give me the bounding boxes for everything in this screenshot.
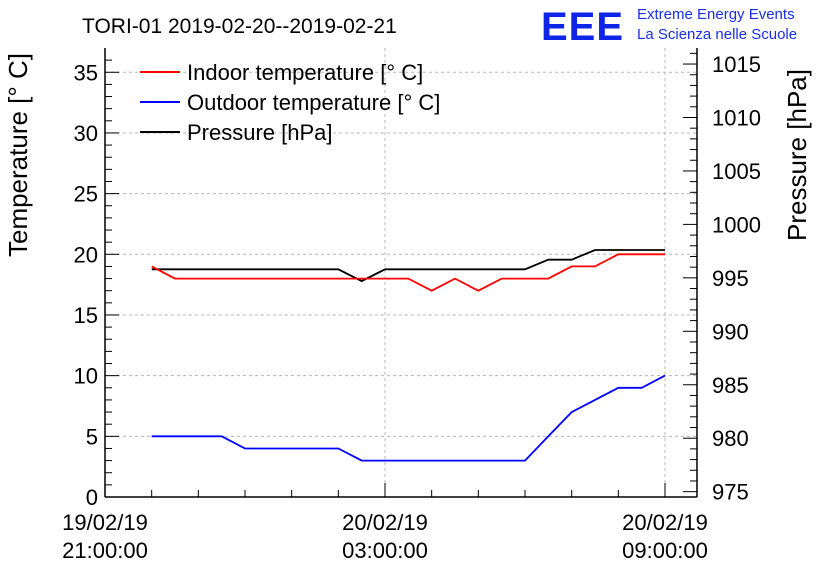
series-lines xyxy=(151,249,666,462)
y2-tick-label: 1005 xyxy=(712,159,761,184)
y2-tick-label: 980 xyxy=(712,426,749,451)
y2-tick-label: 995 xyxy=(712,266,749,291)
y-tick-label: 10 xyxy=(74,364,98,389)
logo-line-1: Extreme Energy Events xyxy=(637,6,795,23)
eee-logo: EEE xyxy=(541,5,624,49)
y-tick-label: 15 xyxy=(74,303,98,328)
y2-axis-title: Pressure [hPa] xyxy=(782,69,812,241)
grid xyxy=(104,48,697,497)
y-axis-title: Temperature [° C] xyxy=(3,53,33,257)
series-line-pressure xyxy=(151,249,665,283)
x-tick-label-time: 09:00:00 xyxy=(622,538,708,563)
y-tick-label: 5 xyxy=(86,424,98,449)
y2-tick-label: 975 xyxy=(712,480,749,505)
y-tick-label: 20 xyxy=(74,242,98,267)
y-tick-label: 30 xyxy=(74,121,98,146)
x-tick-label-date: 20/02/19 xyxy=(342,510,428,535)
axes: 0510152025303597598098599099510001005101… xyxy=(62,48,761,563)
chart-title: TORI-01 2019-02-20--2019-02-21 xyxy=(82,15,397,38)
series-line-outdoor xyxy=(151,374,666,462)
y2-tick-label: 1000 xyxy=(712,212,761,237)
x-tick-label-time: 21:00:00 xyxy=(62,538,148,563)
y2-tick-label: 990 xyxy=(712,319,749,344)
y-tick-label: 0 xyxy=(86,485,98,510)
x-tick-label-date: 19/02/19 xyxy=(62,510,148,535)
y2-tick-label: 1010 xyxy=(712,105,761,130)
legend-label: Indoor temperature [° C] xyxy=(187,60,423,85)
logo-line-2: La Scienza nelle Scuole xyxy=(637,26,797,43)
y2-tick-label: 1015 xyxy=(712,52,761,77)
legend: Indoor temperature [° C] Outdoor temperat… xyxy=(140,60,440,145)
x-tick-label-time: 03:00:00 xyxy=(342,538,428,563)
y-tick-label: 35 xyxy=(74,60,98,85)
series-line-indoor xyxy=(151,253,665,292)
legend-label: Pressure [hPa] xyxy=(187,120,333,145)
y-tick-label: 25 xyxy=(74,182,98,207)
legend-label: Outdoor temperature [° C] xyxy=(187,90,440,115)
y2-tick-label: 985 xyxy=(712,373,749,398)
x-tick-label-date: 20/02/19 xyxy=(622,510,708,535)
